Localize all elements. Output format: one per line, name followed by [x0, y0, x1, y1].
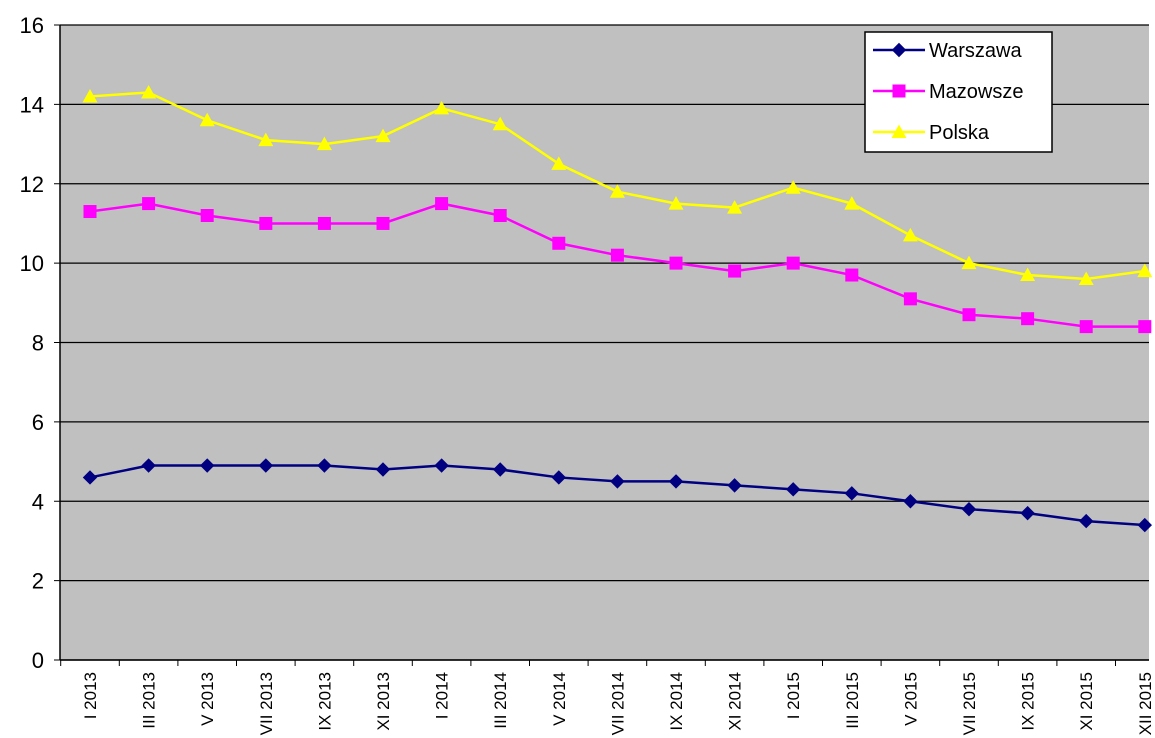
legend-label-warszawa: Warszawa [929, 40, 1022, 62]
data-point-warszawa [141, 458, 156, 473]
legend-label-mazowsze: Mazowsze [929, 81, 1023, 103]
data-point-polska [141, 84, 157, 99]
data-point-warszawa [258, 458, 274, 473]
data-point-polska [1078, 271, 1094, 285]
data-point-warszawa [610, 474, 625, 489]
data-point-warszawa [1078, 513, 1094, 529]
data-point-mazowsze [786, 256, 800, 270]
series-warszawa [82, 458, 1153, 533]
x-tick-label: III 2013 [140, 672, 159, 729]
data-point-mazowsze [259, 216, 273, 230]
data-point-mazowsze [376, 216, 390, 230]
legend: Warszawa Mazowsze Polska [864, 31, 1053, 153]
data-point-polska [551, 156, 567, 170]
x-tick-label: I 2014 [433, 672, 452, 719]
legend-marker-mazowsze [892, 84, 906, 98]
x-tick-label: VII 2015 [960, 672, 979, 735]
x-axis: I 2013 III 2013 V 2013 VII 2013 IX 2013 XI 20… [60, 659, 1155, 735]
data-point-mazowsze [1138, 320, 1152, 334]
data-point-mazowsze [845, 268, 859, 282]
data-point-mazowsze [435, 197, 449, 211]
data-point-mazowsze [962, 308, 976, 322]
y-tick-label: 6 [32, 410, 44, 435]
data-point-polska [727, 200, 743, 214]
data-point-mazowsze [142, 197, 156, 211]
data-point-warszawa [1137, 517, 1153, 533]
data-point-warszawa [727, 478, 742, 493]
y-tick-label: 16 [20, 13, 44, 38]
y-tick-label: 10 [20, 251, 44, 276]
x-tick-label: XI 2014 [726, 672, 745, 731]
data-point-warszawa [785, 482, 801, 497]
x-tick-label: VII 2014 [608, 672, 627, 735]
y-tick-label: 12 [20, 172, 44, 197]
data-point-polska [492, 116, 508, 131]
y-tick-label: 8 [32, 331, 44, 356]
data-point-mazowsze [669, 256, 683, 270]
data-point-warszawa [434, 458, 449, 473]
data-point-polska [785, 180, 801, 194]
data-point-polska [902, 227, 918, 242]
data-point-mazowsze [728, 264, 742, 278]
x-tick-label: VII 2013 [257, 672, 276, 735]
data-point-warszawa [199, 458, 215, 473]
data-point-mazowsze [493, 209, 507, 222]
data-point-mazowsze [903, 292, 917, 306]
data-point-polska [844, 196, 860, 210]
data-point-mazowsze [317, 216, 331, 230]
legend-marker-polska [891, 124, 907, 138]
data-point-warszawa [317, 458, 332, 473]
x-tick-label: IX 2014 [667, 672, 686, 731]
series-mazowsze [83, 197, 1152, 334]
y-tick-label: 2 [32, 569, 44, 594]
data-point-polska [1137, 263, 1153, 278]
data-point-warszawa [903, 494, 918, 509]
data-point-warszawa [844, 486, 860, 501]
data-point-warszawa [1020, 505, 1035, 521]
legend-marker-warszawa [891, 42, 907, 58]
data-point-polska [609, 184, 625, 198]
data-point-warszawa [551, 470, 567, 485]
series-polska [82, 84, 1153, 285]
data-point-warszawa [668, 474, 684, 489]
data-point-mazowsze [552, 236, 566, 250]
data-point-mazowsze [1079, 320, 1093, 334]
data-point-warszawa [375, 462, 391, 477]
x-tick-label: III 2014 [491, 672, 510, 729]
data-point-warszawa [82, 470, 98, 485]
data-point-polska [375, 128, 391, 143]
data-point-polska [961, 255, 977, 270]
x-tick-label: XI 2013 [374, 672, 393, 731]
y-tick-label: 0 [32, 648, 44, 673]
data-point-polska [316, 136, 332, 151]
data-point-polska [1020, 267, 1036, 282]
x-tick-label: XI 2015 [1077, 672, 1096, 731]
data-point-polska [82, 88, 98, 103]
data-point-polska [668, 196, 684, 210]
data-point-mazowsze [200, 209, 214, 222]
x-tick-label: IX 2015 [1019, 672, 1038, 731]
data-point-mazowsze [83, 205, 97, 219]
legend-label-polska: Polska [929, 122, 990, 144]
data-point-mazowsze [1021, 312, 1035, 326]
data-point-polska [434, 100, 450, 115]
y-tick-label: 4 [32, 489, 44, 514]
x-tick-label: I 2015 [784, 672, 803, 719]
x-tick-label: V 2013 [198, 672, 217, 726]
x-tick-label: III 2015 [843, 672, 862, 729]
data-point-polska [258, 132, 274, 147]
y-axis: 0 2 4 6 8 10 12 14 16 [20, 13, 61, 673]
data-point-polska [199, 112, 215, 127]
data-point-mazowsze [610, 248, 624, 262]
data-point-warszawa [961, 501, 977, 517]
x-tick-label: V 2014 [550, 672, 569, 726]
x-tick-label: XII 2015 [1136, 672, 1155, 735]
x-tick-label: I 2013 [81, 672, 100, 719]
x-tick-label: IX 2013 [315, 672, 334, 731]
x-tick-label: V 2015 [901, 672, 920, 726]
series-layer [82, 84, 1153, 533]
y-tick-label: 14 [20, 92, 44, 117]
data-point-warszawa [492, 462, 508, 477]
